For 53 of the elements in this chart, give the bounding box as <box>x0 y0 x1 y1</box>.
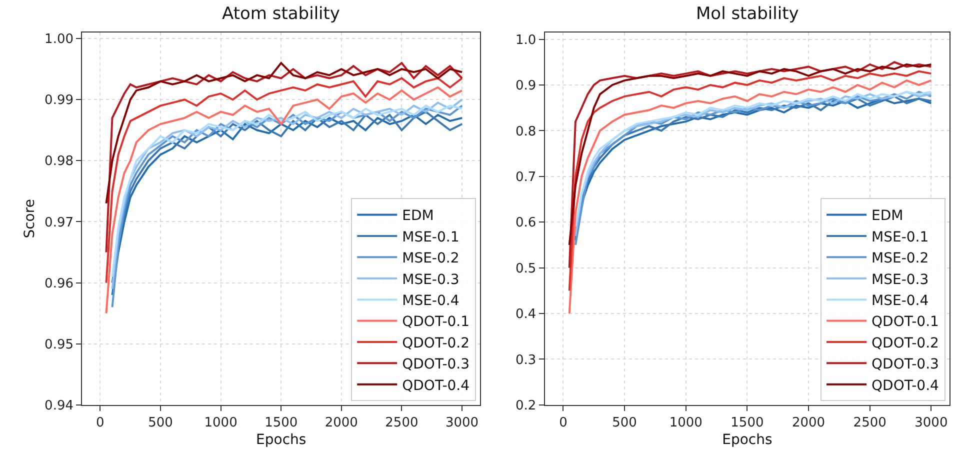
x-tick-label: 1000 <box>669 416 702 430</box>
x-tick-label: 3000 <box>445 416 479 430</box>
x-axis-title: Epochs <box>256 432 306 448</box>
legend-label: EDM <box>872 208 904 224</box>
y-tick-label: 0.6 <box>516 216 536 231</box>
x-tick-label: 2000 <box>324 416 358 430</box>
x-axis-title: Epochs <box>722 432 772 448</box>
legend-label: MSE-0.2 <box>872 250 929 267</box>
y-tick-label: 0.3 <box>516 352 536 368</box>
legend-label: MSE-0.2 <box>402 250 460 267</box>
y-tick-label: 0.98 <box>44 154 74 170</box>
x-tick-label: 2500 <box>853 416 886 430</box>
legend-label: MSE-0.3 <box>402 272 460 288</box>
x-tick-label: 3000 <box>914 416 948 430</box>
y-tick-label: 0.9 <box>516 78 536 94</box>
y-tick-label: 0.95 <box>44 337 74 352</box>
legend-label: QDOT-0.1 <box>402 314 470 330</box>
x-tick-label: 0 <box>96 416 104 430</box>
x-tick-label: 1500 <box>264 416 298 430</box>
y-tick-label: 0.8 <box>516 124 536 140</box>
x-tick-label: 1000 <box>204 416 238 430</box>
legend-label: QDOT-0.4 <box>872 378 940 394</box>
legend-label: MSE-0.1 <box>402 229 460 246</box>
x-tick-label: 500 <box>612 416 637 430</box>
y-tick-label: 0.5 <box>516 261 536 276</box>
chart-title: Atom stability <box>222 4 340 24</box>
y-tick-label: 1.0 <box>516 32 536 48</box>
legend-label: QDOT-0.4 <box>402 378 470 394</box>
legend-label: QDOT-0.3 <box>872 356 939 373</box>
y-tick-label: 0.7 <box>516 170 536 185</box>
legend-label: MSE-0.4 <box>402 293 460 310</box>
x-tick-label: 2500 <box>385 416 418 430</box>
x-tick-label: 0 <box>559 416 568 430</box>
legend-label: QDOT-0.2 <box>402 335 470 352</box>
x-tick-label: 500 <box>148 416 173 430</box>
x-tick-label: 2000 <box>792 416 826 430</box>
y-tick-label: 1.00 <box>44 32 74 48</box>
y-tick-label: 0.2 <box>516 398 536 414</box>
chart-title: Mol stability <box>696 4 799 24</box>
legend-label: QDOT-0.3 <box>402 356 470 373</box>
legend-label: QDOT-0.2 <box>872 335 939 352</box>
legend-label: MSE-0.1 <box>872 229 929 246</box>
y-axis-title: Score <box>22 199 38 238</box>
y-tick-label: 0.97 <box>44 215 74 230</box>
y-tick-label: 0.4 <box>516 307 536 322</box>
legend-label: QDOT-0.1 <box>872 314 939 330</box>
legend-label: MSE-0.3 <box>872 272 929 288</box>
y-tick-label: 0.99 <box>44 93 74 108</box>
x-tick-label: 1500 <box>730 416 764 430</box>
legend-label: MSE-0.4 <box>872 293 929 310</box>
y-tick-label: 0.96 <box>44 276 74 292</box>
y-tick-label: 0.94 <box>44 398 74 414</box>
legend-label: EDM <box>402 208 434 224</box>
